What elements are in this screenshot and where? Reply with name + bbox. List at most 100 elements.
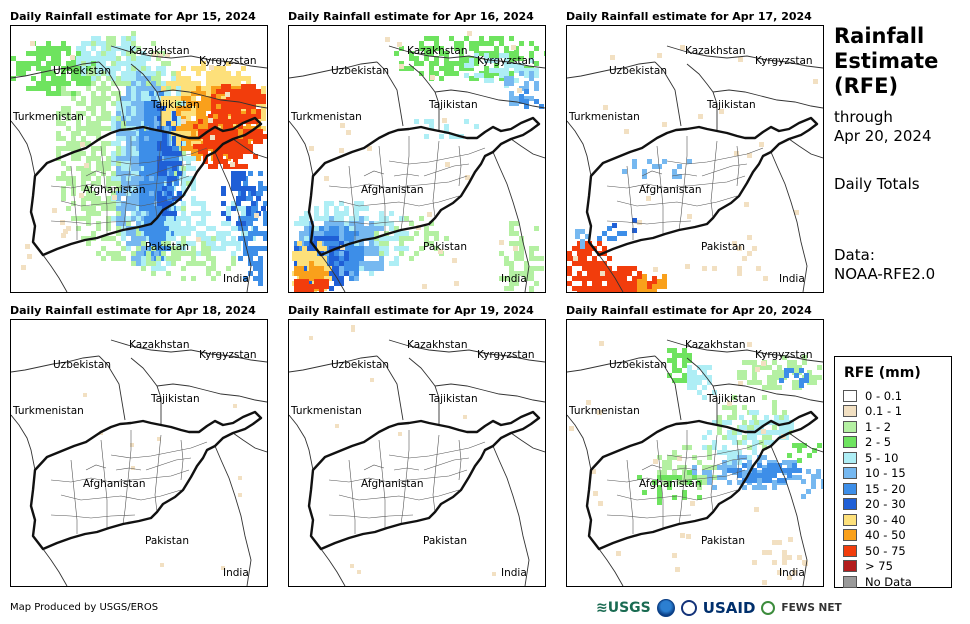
legend-item: No Data	[843, 574, 912, 589]
panel-title: Daily Rainfall estimate for Apr 17, 2024	[566, 10, 812, 23]
data-source: NOAA-RFE2.0	[834, 265, 936, 283]
rainfall-map: Kazakhstan Kyrgyzstan Uzbekistan Tajikistan…	[288, 319, 546, 587]
afghanistan-outline	[307, 116, 541, 257]
legend-label: 50 - 75	[865, 543, 906, 558]
rainfall-map: Kazakhstan Kyrgyzstan Uzbekistan Tajikistan…	[566, 25, 824, 293]
map-label: Pakistan	[701, 241, 745, 253]
legend-swatch	[843, 436, 857, 448]
panel-title: Daily Rainfall estimate for Apr 18, 2024	[10, 304, 256, 317]
country-borders	[567, 45, 823, 292]
legend-swatch	[843, 498, 857, 510]
legend-swatch	[843, 389, 857, 402]
map-label: Tajikistan	[150, 99, 200, 111]
rainfall-field	[569, 341, 823, 585]
map-label: Uzbekistan	[331, 359, 389, 371]
map-label: Afghanistan	[639, 478, 702, 490]
legend-title: RFE (mm)	[844, 365, 921, 381]
map-label: Kazakhstan	[685, 45, 746, 57]
legend-label: 0.1 - 1	[865, 404, 903, 418]
map-label: Afghanistan	[83, 184, 146, 196]
data-label: Data:	[834, 246, 875, 264]
sidebar-title-line: (RFE)	[834, 74, 899, 98]
legend-label: > 75	[865, 559, 893, 573]
map-label: Turkmenistan	[290, 111, 362, 123]
through-date: Apr 20, 2024	[834, 127, 932, 145]
sidebar-title-line: Estimate	[834, 49, 939, 73]
legend-label: 1 - 2	[865, 419, 892, 434]
legend-label: 30 - 40	[865, 512, 906, 527]
afghanistan-outline	[29, 410, 263, 551]
legend-label: 40 - 50	[865, 528, 906, 542]
map-label: Pakistan	[145, 241, 189, 253]
province-boundaries	[50, 136, 208, 240]
map-label: India	[779, 273, 805, 285]
rainfall-field	[567, 45, 818, 292]
map-label: Kyrgyzstan	[755, 349, 813, 361]
map-label: Kazakhstan	[129, 45, 190, 57]
data-source-text: Data: NOAA-RFE2.0	[834, 246, 935, 284]
legend-swatch	[843, 560, 857, 572]
panel-title: Daily Rainfall estimate for Apr 19, 2024	[288, 304, 534, 317]
seal-logo-icon	[680, 600, 697, 616]
map-label: India	[223, 273, 249, 285]
rainfall-map: Kazakhstan Kyrgyzstan Uzbekistan Tajikistan…	[10, 319, 268, 587]
province-boundaries	[50, 430, 208, 534]
legend-item: 20 - 30	[843, 497, 906, 512]
map-label: Uzbekistan	[609, 65, 667, 77]
map-label: Uzbekistan	[53, 65, 111, 77]
map-label: Afghanistan	[361, 478, 424, 490]
map-label: Kyrgyzstan	[199, 55, 257, 67]
legend-label: 20 - 30	[865, 497, 906, 511]
sidebar-title-line: Rainfall	[834, 24, 925, 48]
afghanistan-outline	[307, 410, 541, 551]
afghanistan-outline	[585, 410, 819, 551]
rainfall-map: Kazakhstan Kyrgyzstan Uzbekistan Tajikistan…	[288, 25, 546, 293]
legend-label: 0 - 0.1	[865, 388, 903, 403]
map-label: Pakistan	[423, 535, 467, 547]
map-label: Afghanistan	[361, 184, 424, 196]
map-label: India	[501, 273, 527, 285]
rainfall-field	[309, 325, 496, 576]
map-label: Kyrgyzstan	[477, 349, 535, 361]
map-label: Tajikistan	[428, 99, 478, 111]
legend-item: 2 - 5	[843, 435, 891, 450]
legend-swatch	[843, 575, 857, 588]
map-label: Tajikistan	[150, 393, 200, 405]
country-borders	[567, 339, 823, 586]
map-label: Afghanistan	[639, 184, 702, 196]
map-label: Turkmenistan	[568, 405, 640, 417]
legend-item: > 75	[843, 559, 893, 574]
noaa-logo-icon	[656, 599, 675, 617]
legend-label: 5 - 10	[865, 450, 899, 465]
map-label: India	[779, 567, 805, 579]
country-borders	[289, 339, 545, 586]
map-label: Tajikistan	[706, 393, 756, 405]
legend-label: No Data	[865, 574, 912, 589]
map-label: Pakistan	[701, 535, 745, 547]
legend-swatch	[843, 467, 857, 479]
legend-label: 15 - 20	[865, 481, 906, 496]
map-label: India	[501, 567, 527, 579]
map-label: Tajikistan	[428, 393, 478, 405]
map-label: Pakistan	[145, 535, 189, 547]
legend-label: 2 - 5	[865, 435, 892, 449]
map-label: India	[223, 567, 249, 579]
legend-label: 10 - 15	[865, 466, 906, 480]
province-boundaries	[328, 430, 486, 534]
map-label: Afghanistan	[83, 478, 146, 490]
panel-title: Daily Rainfall estimate for Apr 16, 2024	[288, 10, 534, 23]
map-label: Kyrgyzstan	[755, 55, 813, 67]
map-credit: Map Produced by USGS/EROS	[10, 602, 159, 613]
map-label: Kyrgyzstan	[199, 349, 257, 361]
legend-swatch	[843, 482, 857, 495]
map-label: Kazakhstan	[407, 339, 468, 351]
country-borders	[11, 339, 267, 586]
partner-logos: ≋USGS USAID FEWS NET	[596, 598, 842, 618]
map-label: Turkmenistan	[290, 405, 362, 417]
legend-swatch	[843, 451, 857, 464]
usgs-logo: ≋USGS	[596, 600, 651, 616]
map-label: Turkmenistan	[12, 111, 84, 123]
fews-net-logo: FEWS NET	[781, 602, 842, 614]
rainfall-map: Kazakhstan Kyrgyzstan Uzbekistan Tajikistan…	[566, 319, 824, 587]
map-label: Pakistan	[423, 241, 467, 253]
